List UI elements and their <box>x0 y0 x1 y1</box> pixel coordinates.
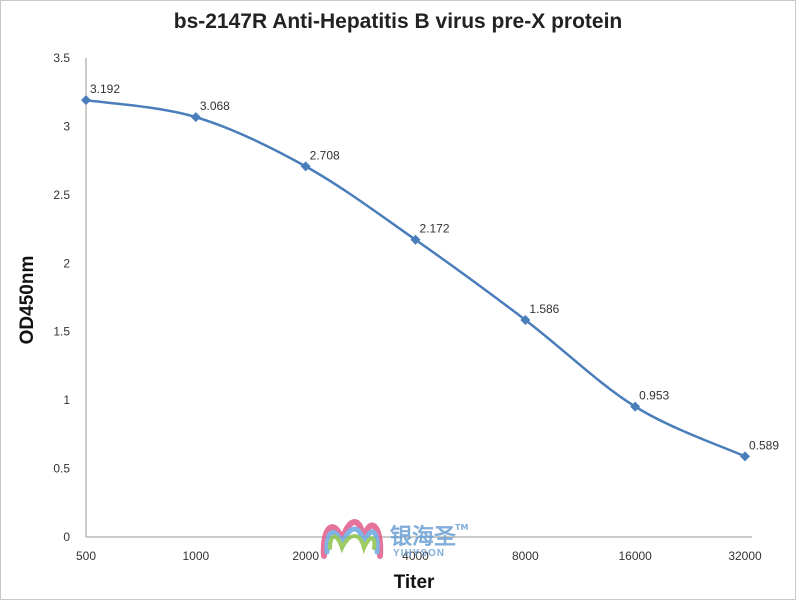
data-point-label: 1.586 <box>529 302 559 316</box>
y-tick-label: 2 <box>63 256 70 270</box>
watermark-cn-text: 银海圣 <box>390 524 457 550</box>
data-point-label: 2.172 <box>420 222 450 236</box>
x-tick-label: 500 <box>76 549 96 563</box>
data-point-marker <box>520 314 531 325</box>
data-point-label: 0.589 <box>749 438 779 452</box>
data-point-label: 3.192 <box>90 82 120 96</box>
yihyson-watermark-logo: 银海圣 TM YIHYSON <box>320 519 468 559</box>
y-tick-labels: 0 0.5 1 1.5 2 2.5 3 3.5 <box>53 51 70 544</box>
data-point-label: 3.068 <box>200 99 230 113</box>
x-tick-label: 1000 <box>182 549 209 563</box>
data-point-marker <box>740 451 750 462</box>
x-tick-label: 32000 <box>728 549 762 563</box>
y-tick-label: 2.5 <box>53 188 70 202</box>
x-tick-label: 4000 <box>402 549 429 563</box>
data-labels: 3.192 3.068 2.708 2.172 1.586 0.953 0.589 <box>90 82 779 452</box>
watermark-en-text: YIHYSON <box>393 548 445 559</box>
y-tick-label: 1.5 <box>53 325 70 339</box>
y-tick-label: 3 <box>63 119 70 133</box>
yihyson-logo-icon <box>320 519 384 559</box>
data-point-label: 0.953 <box>639 389 669 403</box>
y-tick-label: 0.5 <box>53 462 70 476</box>
chart-title: bs-2147R Anti-Hepatitis B virus pre-X pr… <box>173 10 623 33</box>
x-tick-label: 16000 <box>618 549 652 563</box>
series-line <box>85 98 746 458</box>
y-tick-label: 0 <box>63 530 70 544</box>
y-axis-title: OD450nm <box>17 256 38 345</box>
x-tick-labels: 500 1000 2000 4000 8000 16000 32000 <box>76 549 762 563</box>
y-tick-label: 3.5 <box>53 51 70 65</box>
data-point-label: 2.708 <box>310 148 340 162</box>
data-markers <box>81 95 750 462</box>
data-point-marker <box>630 401 641 412</box>
y-tick-label: 1 <box>63 393 70 407</box>
data-point-marker <box>190 112 201 123</box>
x-tick-label: 8000 <box>512 549 539 563</box>
data-point-marker <box>81 95 91 106</box>
data-point-marker <box>300 161 311 172</box>
x-axis-title: Titer <box>394 572 435 593</box>
watermark-tm: TM <box>455 523 468 532</box>
x-tick-label: 2000 <box>292 549 319 563</box>
data-point-marker <box>410 234 421 245</box>
